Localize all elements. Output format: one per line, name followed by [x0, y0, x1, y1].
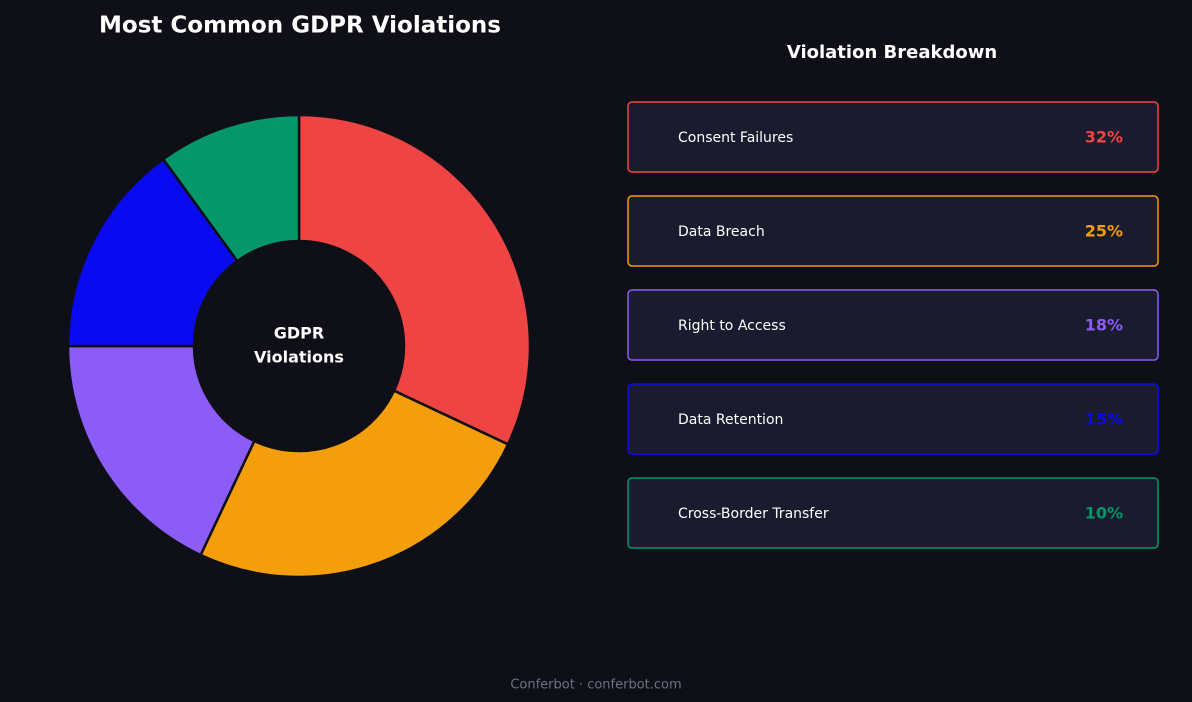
donut-slice [66, 157, 240, 348]
legend-card [627, 289, 1159, 361]
center-label: GDPR [274, 324, 324, 343]
legend-value: 18% [1085, 316, 1123, 335]
legend-label: Consent Failures [678, 130, 793, 146]
legend-label: Right to Access [678, 318, 786, 334]
donut-slice [66, 344, 256, 557]
center-label: Violations [254, 348, 344, 367]
legend-value: 32% [1085, 128, 1123, 147]
donut-slice [198, 389, 510, 579]
legend-card [627, 477, 1159, 549]
legend-card [627, 101, 1159, 173]
donut-slice [161, 113, 301, 263]
legend-card [627, 383, 1159, 455]
chart-title: Most Common GDPR Violations [99, 13, 501, 39]
legend-value: 10% [1085, 504, 1123, 523]
footer: Conferbot · conferbot.com [510, 678, 681, 693]
legend-card [627, 195, 1159, 267]
donut-slice [297, 113, 532, 447]
legend-title: Violation Breakdown [787, 42, 997, 63]
legend-value: 25% [1085, 222, 1123, 241]
legend-label: Data Retention [678, 412, 783, 428]
legend-label: Data Breach [678, 224, 765, 240]
legend-label: Cross-Border Transfer [678, 506, 829, 522]
legend-value: 15% [1085, 410, 1123, 429]
